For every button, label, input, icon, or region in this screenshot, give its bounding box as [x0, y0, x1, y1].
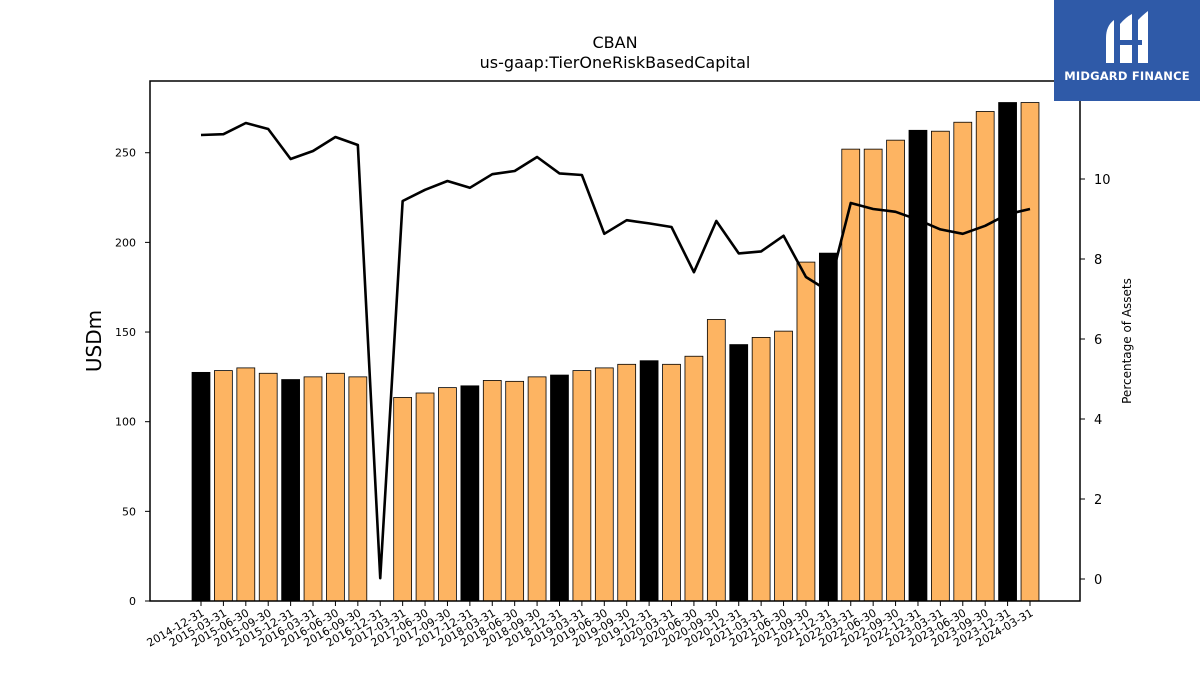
bar-2022-09-30 [886, 139, 905, 602]
bar-2023-06-30 [953, 121, 973, 602]
bar-2016-03-31 [303, 376, 323, 602]
y-tick-label: 250 [115, 147, 136, 160]
y2-axis: 0 2 4 6 8 10 [1080, 173, 1111, 588]
bar-2023-09-30 [975, 111, 995, 602]
logo-text: MIDGARD FINANCE [1064, 69, 1190, 83]
bar-2014-12-31 [191, 371, 211, 602]
bar-2016-06-30 [326, 372, 345, 602]
bar-2021-06-30 [774, 330, 793, 602]
bar-2021-12-31 [818, 252, 838, 602]
bar-2017-03-31 [393, 397, 413, 602]
bar-2019-03-31 [572, 370, 592, 602]
bar-2015-09-30 [258, 372, 278, 602]
y-tick-label: 50 [122, 505, 136, 518]
bar-2021-03-31 [751, 337, 771, 602]
bar-2015-06-30 [236, 367, 256, 602]
y-tick-label: 150 [115, 326, 136, 339]
y-axis: 0 50 100 150 200 250 [115, 147, 150, 608]
bar-2016-09-30 [348, 376, 368, 602]
midgard-finance-logo: MIDGARD FINANCE [1054, 0, 1200, 101]
bar-2015-12-31 [281, 379, 300, 602]
y2-tick-label: 4 [1094, 413, 1102, 428]
y2-tick-label: 0 [1094, 573, 1102, 588]
bar-2023-03-31 [931, 130, 950, 602]
line-series [200, 121, 1031, 580]
y2-tick-label: 2 [1094, 493, 1102, 508]
bar-2018-09-30 [527, 376, 547, 602]
bar-2019-12-31 [639, 360, 659, 602]
bar-2017-12-31 [460, 385, 480, 602]
bar-2019-09-30 [617, 363, 637, 602]
bar-2020-06-30 [684, 355, 704, 602]
y2-tick-label: 10 [1094, 173, 1111, 188]
line-percentage-of-assets [200, 121, 1031, 580]
bar-2018-12-31 [550, 374, 569, 602]
y-tick-label: 0 [129, 595, 136, 608]
chart-title: CBAN [592, 33, 637, 52]
y2-tick-label: 6 [1094, 333, 1102, 348]
bar-2021-09-30 [796, 261, 816, 602]
bar-2018-03-31 [482, 380, 502, 602]
y-tick-label: 100 [115, 416, 136, 429]
logo-mark-icon [1106, 11, 1148, 63]
bar-2019-06-30 [594, 367, 614, 602]
bar-2024-03-31 [1020, 102, 1040, 602]
bar-2017-06-30 [415, 392, 435, 602]
y-axis-label: USDm [82, 310, 106, 372]
bar-2022-12-31 [908, 129, 928, 602]
bar-2023-12-31 [998, 102, 1017, 602]
x-axis: 2014-12-312015-03-312015-06-302015-09-30… [145, 601, 1036, 650]
y2-axis-label: Percentage of Assets [1120, 278, 1134, 404]
chart-subtitle: us-gaap:TierOneRiskBasedCapital [480, 53, 751, 72]
y-tick-label: 200 [115, 236, 136, 249]
bar-2022-03-31 [841, 148, 861, 602]
bar-2017-09-30 [438, 387, 457, 602]
bar-2020-12-31 [729, 344, 749, 602]
bar-2022-06-30 [863, 148, 883, 602]
plot-frame [149, 80, 1081, 602]
bar-2020-09-30 [706, 319, 726, 602]
y2-tick-label: 8 [1094, 253, 1102, 268]
bar-series [191, 102, 1040, 602]
bar-2018-06-30 [505, 380, 525, 602]
bar-2020-03-31 [662, 363, 681, 602]
bar-2015-03-31 [214, 370, 233, 602]
